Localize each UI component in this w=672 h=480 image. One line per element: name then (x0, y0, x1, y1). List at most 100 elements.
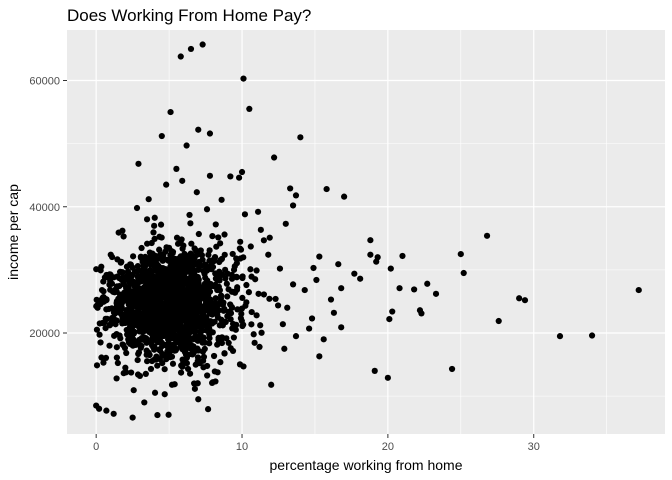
data-point (144, 316, 151, 323)
data-point (228, 288, 236, 295)
data-point (247, 266, 254, 273)
data-point (117, 335, 124, 342)
data-point (143, 307, 150, 314)
data-point (122, 364, 129, 371)
data-point (313, 276, 320, 284)
data-point (158, 292, 166, 299)
data-point (148, 302, 156, 309)
data-point (154, 292, 161, 299)
data-point (201, 345, 208, 353)
x-axis-label: percentage working from home (270, 457, 463, 473)
data-point (168, 318, 176, 325)
data-point (144, 240, 151, 247)
data-point (106, 342, 113, 349)
data-point (168, 254, 175, 261)
data-point (209, 233, 216, 240)
data-point (165, 336, 172, 343)
data-point (147, 365, 155, 373)
data-point (247, 243, 254, 250)
data-point (165, 287, 172, 294)
data-point (483, 232, 491, 239)
data-point (114, 273, 121, 280)
x-tick-label: 0 (93, 441, 99, 453)
data-point (98, 354, 105, 361)
data-point (104, 315, 111, 322)
data-point (306, 325, 313, 332)
x-axis-ticks: 0 10 20 30 (93, 434, 540, 453)
data-point (113, 298, 121, 305)
data-point (201, 286, 208, 293)
data-point (206, 247, 213, 254)
data-point (174, 303, 181, 310)
data-point (191, 385, 198, 392)
data-point (179, 291, 186, 298)
data-point (556, 333, 564, 340)
data-point (143, 216, 151, 223)
data-point (180, 275, 187, 282)
data-point (245, 289, 253, 296)
data-point (172, 347, 179, 354)
data-point (186, 310, 193, 318)
data-point (281, 345, 288, 352)
data-point (177, 239, 184, 246)
data-point (113, 330, 120, 338)
data-point (212, 281, 219, 288)
data-point (159, 360, 166, 367)
data-point (243, 281, 250, 289)
data-point (98, 286, 106, 294)
data-point (147, 276, 155, 283)
data-point (240, 75, 247, 82)
data-point (276, 265, 284, 272)
data-point (161, 391, 168, 398)
data-point (200, 357, 207, 364)
data-point (229, 250, 236, 258)
data-point (186, 282, 193, 290)
data-point (136, 285, 144, 292)
data-point (316, 253, 323, 260)
data-point (107, 286, 114, 293)
data-point (258, 329, 265, 336)
data-point (206, 319, 213, 327)
data-point (205, 304, 212, 311)
data-point (127, 316, 134, 324)
data-point (165, 274, 172, 281)
y-tick-label: 40000 (29, 202, 60, 214)
data-point (106, 322, 113, 329)
data-point (175, 284, 182, 291)
data-point (93, 402, 100, 409)
data-point (320, 336, 327, 343)
data-point (211, 368, 218, 375)
data-point (191, 269, 198, 277)
data-point (119, 269, 126, 276)
data-point (144, 358, 151, 365)
data-point (221, 231, 228, 238)
data-point (113, 344, 120, 351)
data-point (221, 305, 228, 313)
data-point (341, 193, 348, 200)
data-point (257, 226, 264, 233)
data-point (218, 196, 225, 203)
data-point (162, 326, 169, 333)
data-point (184, 327, 191, 335)
data-point (202, 261, 209, 268)
data-point (213, 243, 220, 250)
data-point (119, 294, 127, 301)
data-point (151, 389, 159, 396)
data-point (185, 341, 193, 349)
data-point (187, 45, 195, 53)
data-point (272, 295, 279, 303)
data-point (106, 281, 113, 288)
data-point (120, 233, 127, 240)
data-point (199, 339, 206, 346)
y-axis-ticks: 20000 40000 60000 (29, 76, 67, 340)
data-point (179, 177, 186, 184)
data-point (204, 362, 211, 370)
data-point (130, 322, 137, 329)
data-point (169, 360, 177, 367)
data-point (222, 275, 229, 282)
data-point (129, 414, 136, 421)
data-point (126, 333, 133, 340)
data-point (131, 283, 139, 290)
data-point (224, 293, 231, 300)
data-point (208, 299, 215, 306)
